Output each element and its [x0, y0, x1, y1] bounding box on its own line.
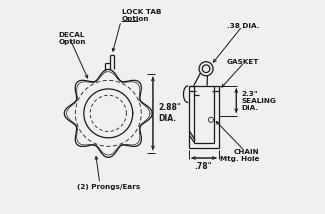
- Text: 2.88"
DIA.: 2.88" DIA.: [158, 103, 181, 123]
- Text: 2.3"
SEALING
DIA.: 2.3" SEALING DIA.: [241, 91, 277, 111]
- Text: GASKET: GASKET: [227, 59, 259, 65]
- Text: DECAL
Option: DECAL Option: [58, 33, 86, 45]
- Text: .78": .78": [194, 162, 212, 171]
- Text: (2) Prongs/Ears: (2) Prongs/Ears: [77, 184, 140, 190]
- Text: LOCK TAB
Option: LOCK TAB Option: [122, 9, 162, 22]
- Text: CHAIN
Mtg. Hole: CHAIN Mtg. Hole: [220, 149, 259, 162]
- Text: .38 DIA.: .38 DIA.: [227, 23, 259, 29]
